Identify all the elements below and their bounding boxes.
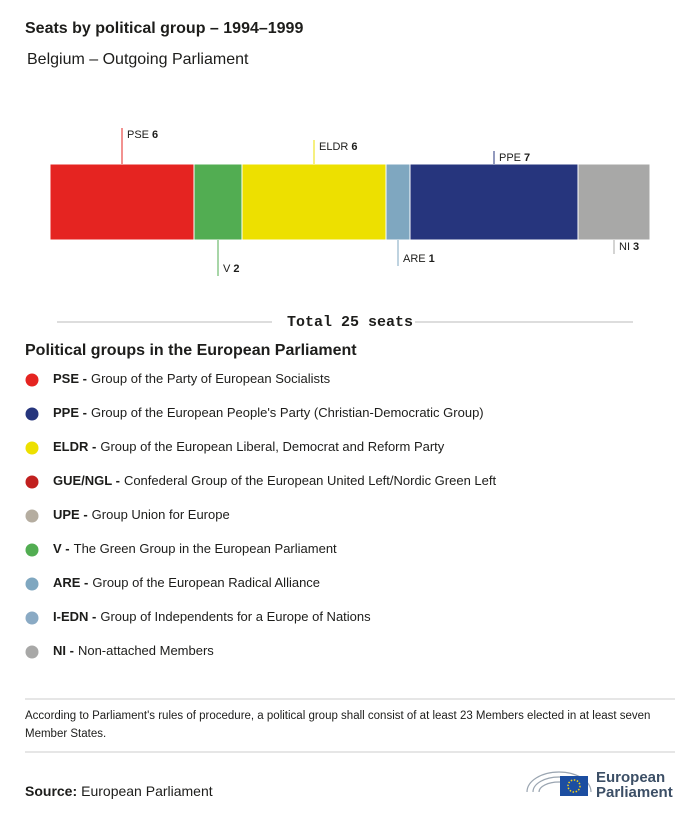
logo-stars bbox=[567, 779, 581, 793]
bar-segment bbox=[577, 163, 651, 241]
legend-abbr: NI - bbox=[53, 643, 74, 658]
source-label: Source: bbox=[25, 783, 77, 799]
segment-label: ARE 1 bbox=[403, 253, 435, 265]
legend-item: GUE/NGL - Confederal Group of the Europea… bbox=[53, 473, 496, 488]
legend-text: Group of the European People's Party (Ch… bbox=[91, 405, 484, 420]
segment-value: 6 bbox=[351, 141, 357, 153]
legend-abbr: I-EDN - bbox=[53, 609, 96, 624]
bar-segment bbox=[49, 163, 195, 241]
segment-value: 2 bbox=[233, 263, 239, 275]
note: According to Parliament's rules of proce… bbox=[25, 710, 651, 740]
logo-text: Parliament bbox=[596, 784, 673, 801]
logo-text: European bbox=[596, 769, 665, 786]
bar-segment bbox=[409, 163, 579, 241]
segment-label: ELDR 6 bbox=[319, 141, 357, 153]
legend-text: Group of the European Radical Alliance bbox=[92, 575, 320, 590]
legend-abbr: UPE - bbox=[53, 507, 88, 522]
legend-item: UPE - Group Union for Europe bbox=[53, 507, 230, 522]
legend-item: NI - Non-attached Members bbox=[53, 643, 214, 658]
legend-item: ELDR - Group of the European Liberal, Dem… bbox=[53, 439, 445, 454]
segment-name: PSE bbox=[127, 129, 149, 141]
bar-segment bbox=[385, 163, 411, 241]
legend-marker bbox=[25, 611, 39, 625]
legend-marker bbox=[25, 577, 39, 591]
legend-marker bbox=[25, 509, 39, 523]
legend-text: Confederal Group of the European United … bbox=[124, 473, 497, 488]
segment-name: ARE bbox=[403, 253, 426, 265]
legend-text: Group of the European Liberal, Democrat … bbox=[100, 439, 444, 454]
source-text: European Parliament bbox=[81, 783, 213, 799]
segment-value: 1 bbox=[429, 253, 435, 265]
segment-value: 7 bbox=[524, 152, 530, 164]
legend-item: V - The Green Group in the European Parli… bbox=[53, 541, 337, 556]
legend-abbr: ELDR - bbox=[53, 439, 96, 454]
legend-abbr: PPE - bbox=[53, 405, 87, 420]
legend-abbr: ARE - bbox=[53, 575, 88, 590]
segment-label: NI 3 bbox=[619, 241, 639, 253]
segment-name: V bbox=[223, 263, 231, 275]
segment-value: 3 bbox=[633, 241, 639, 253]
chart-subtitle: Belgium – Outgoing Parliament bbox=[27, 51, 249, 68]
legend-abbr: PSE - bbox=[53, 371, 87, 386]
bar-segment bbox=[193, 163, 243, 241]
segment-label: PSE 6 bbox=[127, 129, 158, 141]
segment-label: PPE 7 bbox=[499, 152, 530, 164]
segment-value: 6 bbox=[152, 129, 158, 141]
total-label: Total 25 seats bbox=[287, 314, 413, 331]
legend-text: The Green Group in the European Parliame… bbox=[74, 541, 337, 556]
legend-text: Group of the Party of European Socialist… bbox=[91, 371, 331, 386]
logo: European Parliament bbox=[526, 769, 673, 801]
segment-name: ELDR bbox=[319, 141, 348, 153]
legend-marker bbox=[25, 373, 39, 387]
legend-text: Group of Independents for a Europe of Na… bbox=[100, 609, 371, 624]
legend-item: I-EDN - Group of Independents for a Europ… bbox=[53, 609, 371, 624]
segment-name: NI bbox=[619, 241, 630, 253]
logo-flag bbox=[560, 776, 588, 796]
legend-marker bbox=[25, 475, 39, 489]
legend-item: PSE - Group of the Party of European Soci… bbox=[53, 371, 331, 386]
legend-marker bbox=[25, 645, 39, 659]
legend-abbr: GUE/NGL - bbox=[53, 473, 120, 488]
segment-name: PPE bbox=[499, 152, 521, 164]
legend-item: PPE - Group of the European People's Part… bbox=[53, 405, 484, 420]
legend-text: Non-attached Members bbox=[78, 643, 214, 658]
legend-marker bbox=[25, 407, 39, 421]
legend-marker bbox=[25, 441, 39, 455]
bar-segment bbox=[241, 163, 387, 241]
legend-title: Political groups in the European Parliam… bbox=[25, 342, 357, 359]
source: Source: European Parliament bbox=[25, 783, 213, 799]
legend-text: Group Union for Europe bbox=[92, 507, 230, 522]
legend-abbr: V - bbox=[53, 541, 70, 556]
chart-title: Seats by political group – 1994–1999 bbox=[25, 20, 303, 37]
legend-marker bbox=[25, 543, 39, 557]
logo-arc bbox=[526, 771, 592, 793]
legend-item: ARE - Group of the European Radical Allia… bbox=[53, 575, 320, 590]
